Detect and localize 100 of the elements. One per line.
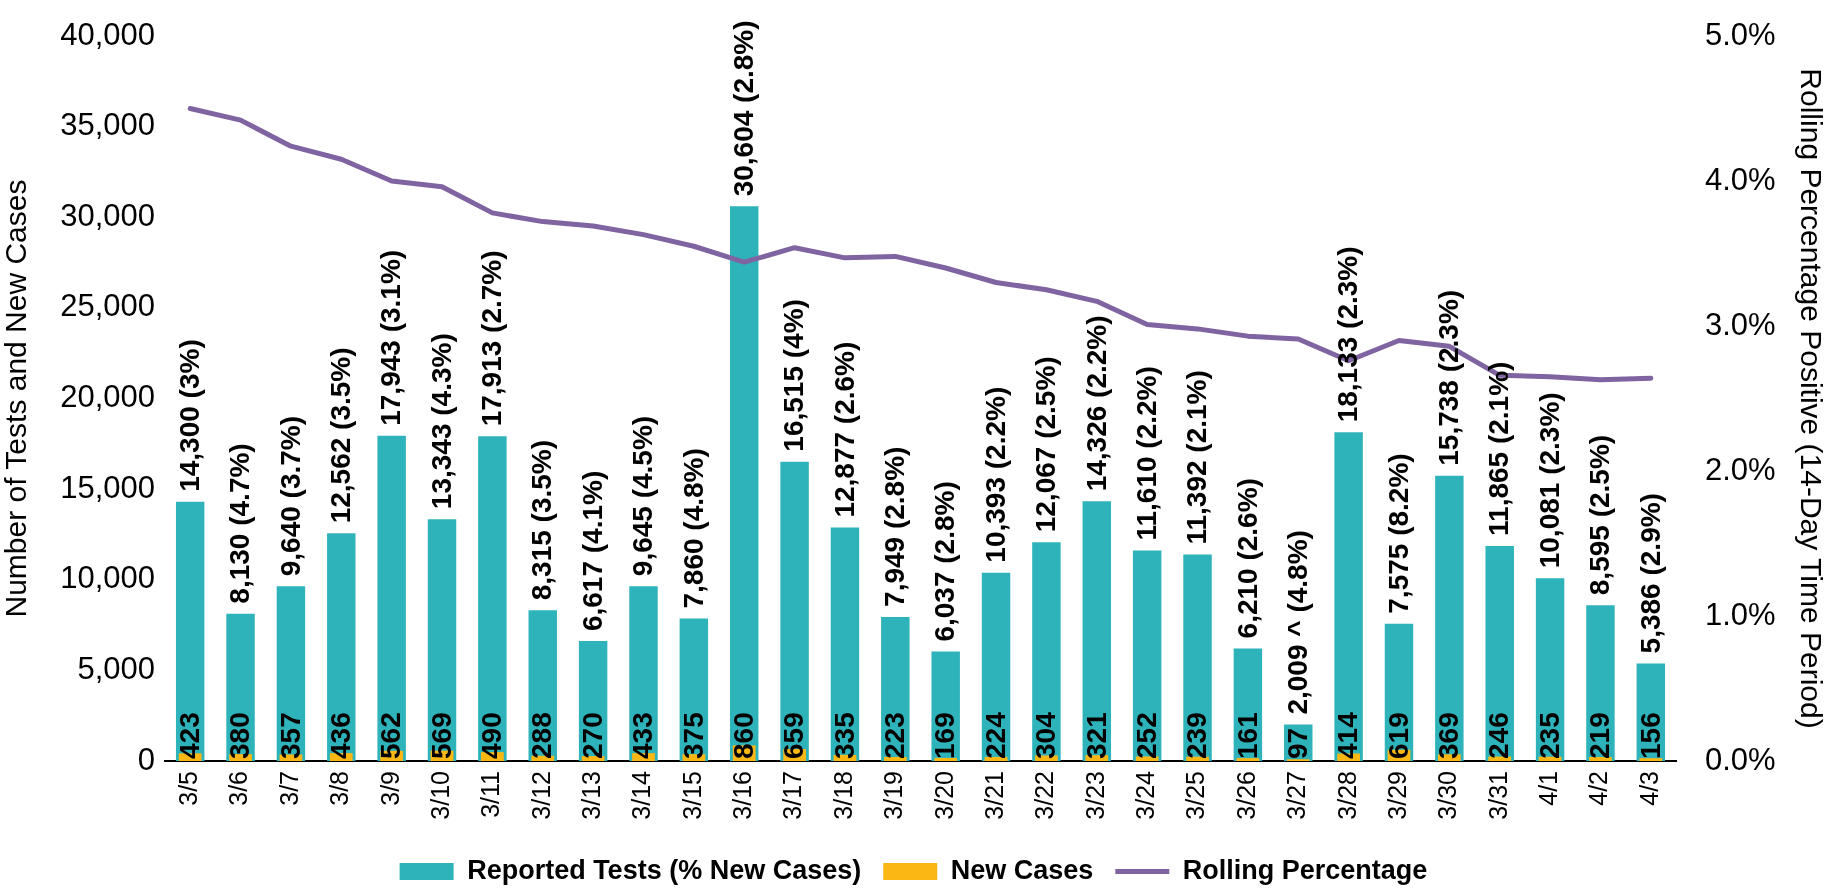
bar	[1032, 542, 1061, 761]
data-label: 2,009 ^ (4.8%)	[1281, 530, 1313, 715]
x-tick-label: 3/24	[1131, 770, 1160, 820]
data-label: 16,515 (4%)	[778, 299, 810, 452]
x-tick-label: 3/11	[476, 771, 505, 818]
x-tick-label: 3/17	[778, 771, 807, 820]
x-tick-label: 3/7	[274, 771, 303, 806]
bar	[1236, 758, 1260, 761]
data-label: 224	[979, 711, 1011, 759]
x-tick-label: 3/10	[425, 771, 454, 820]
bar	[327, 533, 356, 761]
legend-label: New Cases	[950, 854, 1094, 885]
data-label: 235	[1533, 712, 1565, 759]
x-tick-label: 3/26	[1231, 771, 1260, 820]
x-tick-label: 3/8	[325, 771, 354, 806]
bar	[1435, 475, 1464, 761]
bar	[1639, 758, 1663, 761]
y2-tick-label: 0.0%	[1705, 741, 1776, 777]
x-tick-label: 3/21	[979, 771, 1008, 820]
data-label: 14,326 (2.2%)	[1080, 315, 1112, 492]
bar	[1135, 756, 1159, 761]
bar	[427, 519, 457, 761]
data-label: 6,210 (2.6%)	[1231, 478, 1263, 639]
data-label: 30,604 (2.8%)	[727, 20, 759, 197]
bar	[1586, 605, 1615, 761]
x-tick-label: 3/22	[1030, 771, 1059, 820]
data-label: 7,860 (4.8%)	[677, 448, 709, 609]
bar	[1535, 578, 1565, 761]
data-label: 375	[677, 712, 709, 759]
data-label: 7,575 (8.2%)	[1382, 453, 1414, 614]
x-tick-label: 3/20	[929, 771, 958, 820]
data-label: 156	[1634, 712, 1666, 759]
data-label: 288	[526, 712, 558, 759]
data-label: 239	[1181, 712, 1213, 759]
data-label: 436	[325, 712, 356, 759]
legend-label: Reported Tests (% New Cases)	[467, 854, 862, 885]
data-label: 860	[727, 712, 759, 759]
data-label: 219	[1584, 712, 1616, 759]
bar	[934, 757, 958, 761]
data-label: 161	[1231, 712, 1263, 759]
data-label: 321	[1080, 712, 1112, 759]
bar	[729, 206, 759, 761]
x-tick-label: 3/30	[1433, 771, 1462, 820]
bar	[377, 435, 406, 761]
data-label: 10,081 (2.3%)	[1533, 392, 1565, 569]
bar	[780, 461, 809, 761]
x-tick-label: 4/1	[1533, 771, 1562, 806]
y-tick-label: 35,000	[60, 107, 155, 143]
y-tick-label: 20,000	[60, 379, 155, 415]
data-label: 423	[173, 712, 205, 759]
data-label: 97	[1281, 727, 1313, 759]
y2-tick-label: 4.0%	[1705, 161, 1776, 197]
data-label: 11,610 (2.2%)	[1130, 366, 1162, 541]
data-label: 169	[929, 712, 961, 759]
data-label: 659	[778, 712, 810, 759]
x-tick-label: 3/23	[1080, 771, 1109, 820]
x-tick-label: 3/18	[828, 771, 857, 820]
bar	[981, 572, 1011, 761]
bar	[830, 527, 860, 761]
y-tick-label: 15,000	[60, 469, 155, 505]
data-label: 380	[224, 712, 256, 759]
data-label: 6,617 (4.1%)	[576, 470, 608, 632]
x-tick-label: 3/12	[526, 771, 555, 820]
data-label: 11,392 (2.1%)	[1181, 370, 1213, 545]
data-label: 15,738 (2.3%)	[1433, 289, 1465, 466]
data-label: 270	[576, 712, 608, 759]
data-label: 12,067 (2.5%)	[1030, 356, 1062, 533]
bar	[1334, 432, 1363, 761]
y-tick-label: 30,000	[60, 197, 155, 233]
data-label: 12,877 (2.6%)	[828, 341, 860, 518]
bar	[478, 436, 507, 761]
y2-axis-title: Rolling Percentage Positive (14-Day Time Period)	[1794, 68, 1827, 729]
bar	[883, 756, 907, 761]
data-label: 14,300 (3%)	[173, 339, 205, 492]
data-label: 8,130 (4.7%)	[224, 443, 256, 604]
x-tick-label: 3/31	[1483, 771, 1512, 820]
x-tick-label: 3/6	[224, 771, 253, 806]
data-label: 304	[1030, 711, 1062, 759]
x-tick-label: 4/3	[1634, 771, 1663, 806]
x-tick-label: 3/16	[728, 771, 757, 820]
bar	[881, 616, 910, 761]
bar	[1183, 554, 1212, 761]
x-tick-label: 3/9	[375, 771, 404, 806]
bar	[1589, 757, 1612, 761]
y-tick-label: 5,000	[77, 650, 155, 686]
bar	[276, 586, 306, 761]
data-label: 9,640 (3.7%)	[274, 415, 306, 577]
x-tick-label: 3/13	[577, 771, 606, 820]
y2-tick-label: 3.0%	[1705, 306, 1776, 342]
data-label: 13,343 (4.3%)	[425, 333, 457, 510]
data-label: 414	[1332, 711, 1364, 759]
data-label: 433	[627, 712, 659, 759]
x-tick-label: 4/2	[1584, 771, 1613, 806]
data-label: 569	[425, 712, 457, 759]
bar	[1082, 501, 1112, 761]
x-tick-label: 3/19	[879, 771, 908, 820]
bar	[629, 586, 658, 761]
x-tick-label: 3/14	[627, 770, 656, 820]
data-label: 7,949 (2.8%)	[879, 446, 911, 607]
x-tick-label: 3/27	[1282, 771, 1311, 820]
